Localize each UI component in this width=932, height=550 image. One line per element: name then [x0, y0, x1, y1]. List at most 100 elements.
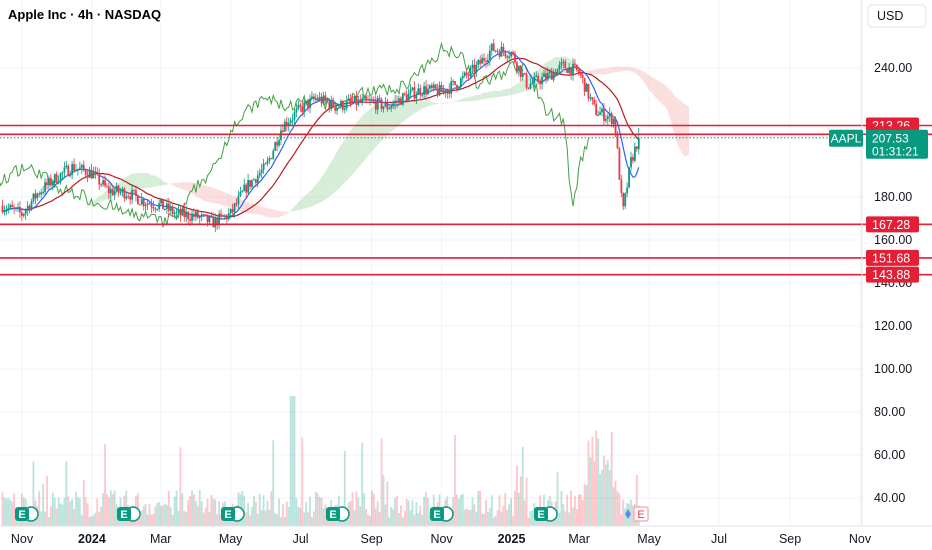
volume-bar — [496, 510, 499, 526]
cloud-segment — [246, 201, 249, 214]
candle-body — [254, 179, 257, 184]
volume-bar — [353, 510, 356, 526]
volume-bar — [113, 490, 116, 526]
volume-bar — [606, 460, 609, 526]
cloud-segment — [466, 96, 469, 102]
candle-body — [488, 50, 491, 60]
cloud-segment — [248, 202, 251, 214]
candle-body — [523, 73, 526, 75]
cloud-segment — [393, 104, 396, 131]
candle-body — [160, 199, 162, 204]
earnings-label: E — [433, 509, 440, 521]
earnings-marker[interactable]: E — [430, 506, 454, 522]
volume-bar — [78, 498, 81, 526]
volume-bar — [82, 480, 85, 526]
volume-bar — [487, 511, 489, 526]
volume-bar — [612, 487, 615, 526]
volume-bar — [245, 512, 248, 526]
volume-bar — [204, 507, 207, 526]
candle-body — [7, 207, 10, 210]
candle-body — [55, 174, 58, 183]
candle-body — [626, 187, 629, 194]
candle-body — [131, 189, 133, 200]
cloud-segment — [137, 172, 140, 190]
candle-body — [332, 99, 335, 108]
volume-bar — [309, 496, 311, 526]
time-axis[interactable]: Nov 2024 Mar May Jul Sep Nov 2025 Mar May Jul Sep No… — [11, 532, 872, 546]
volume-bar — [579, 494, 582, 526]
volume-bar — [345, 514, 348, 526]
candle-body — [595, 104, 598, 116]
cloud-segment — [197, 183, 200, 198]
candle-body — [38, 193, 41, 195]
cloud-segment — [687, 105, 690, 156]
candle-body — [434, 84, 437, 89]
cloud-segment — [369, 107, 372, 154]
candle-body — [90, 169, 93, 179]
cloud-segment — [209, 186, 212, 203]
candle-body — [475, 64, 478, 73]
candle-body — [459, 78, 462, 87]
cloud-segment — [596, 69, 599, 75]
volume-bar — [392, 509, 395, 526]
price-tick-label: 240.00 — [874, 61, 912, 75]
candle-body — [212, 216, 215, 228]
cloud-segment — [172, 182, 175, 187]
candle-body — [485, 60, 487, 62]
cloud-segment — [654, 78, 657, 99]
candle-body — [545, 73, 547, 80]
horizontal-levels[interactable] — [0, 124, 932, 276]
cloud-segment — [273, 209, 276, 218]
candle-body — [84, 169, 87, 175]
candle-body — [463, 72, 466, 77]
candle-body — [75, 169, 77, 171]
volume-bar — [53, 498, 56, 526]
cloud-segment — [615, 66, 618, 73]
volume-bar — [558, 512, 561, 526]
volume-bar — [303, 512, 306, 526]
candle-body — [566, 68, 569, 73]
earnings-marker[interactable]: E — [117, 506, 141, 522]
cloud-segment — [663, 84, 666, 108]
currency-button[interactable] — [867, 4, 927, 28]
candle-body — [40, 192, 43, 195]
earnings-marker[interactable]: E — [15, 506, 39, 522]
volume-bar — [492, 517, 495, 526]
volume-bar — [475, 511, 478, 526]
candle-body — [243, 184, 246, 192]
earnings-marker-upcoming[interactable]: E — [633, 506, 649, 522]
volume-bar — [3, 497, 6, 526]
volume-bar — [471, 497, 474, 526]
cloud-segment — [327, 165, 330, 199]
candle-body — [42, 191, 45, 193]
candle-body — [546, 72, 549, 80]
candle-body — [401, 93, 404, 105]
grid — [0, 0, 862, 526]
earnings-marker[interactable]: E — [221, 506, 245, 522]
candle-body — [258, 173, 261, 176]
cloud-segment — [219, 189, 222, 205]
cloud-segment — [105, 190, 107, 200]
volume-bar — [1, 492, 4, 526]
volume-bar — [566, 494, 569, 526]
cloud-segment — [275, 209, 278, 218]
candle-body — [233, 203, 236, 212]
volume-bar — [115, 504, 118, 526]
earnings-marker[interactable]: E — [534, 506, 558, 522]
cloud-segment — [157, 176, 160, 187]
volume-bar — [274, 512, 277, 526]
candle-body — [214, 217, 217, 228]
cloud-segment — [629, 66, 632, 72]
earnings-marker[interactable]: E — [326, 506, 350, 522]
volume-bar — [587, 440, 590, 526]
cloud-segment — [518, 81, 521, 94]
price-tick-label: 100.00 — [874, 362, 912, 376]
candle-body — [589, 97, 592, 99]
cloud-segment — [164, 182, 167, 185]
price-scale[interactable]: 240.00180.00160.00140.00120.00100.0080.0… — [874, 61, 912, 505]
cloud-segment — [658, 80, 661, 102]
volume-bar — [183, 510, 186, 526]
cloud-segment — [215, 188, 218, 204]
